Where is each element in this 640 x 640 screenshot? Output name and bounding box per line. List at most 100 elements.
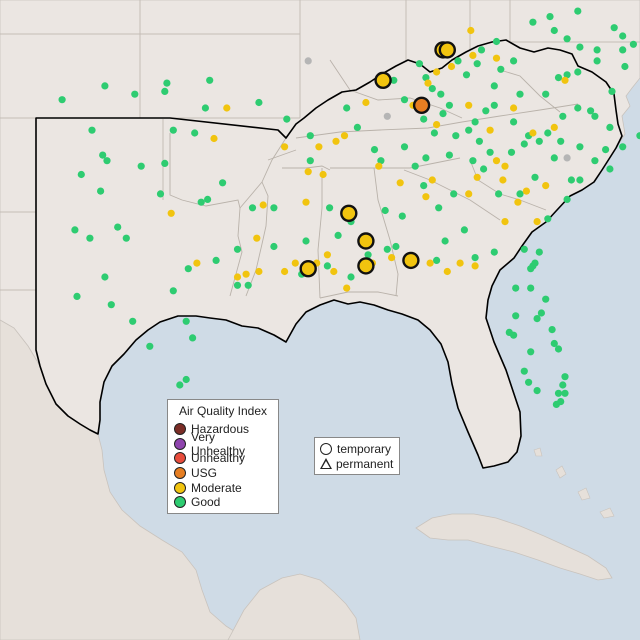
monitor-moderate[interactable]: [332, 137, 340, 145]
monitor-good[interactable]: [509, 57, 518, 65]
monitor-good[interactable]: [114, 223, 122, 231]
monitor-good[interactable]: [71, 226, 79, 234]
monitor-highlight-moderate[interactable]: [374, 71, 392, 90]
monitor-good[interactable]: [182, 317, 190, 325]
monitor-good[interactable]: [270, 242, 278, 251]
monitor-good[interactable]: [533, 387, 541, 395]
monitor-good[interactable]: [156, 190, 165, 198]
monitor-good[interactable]: [381, 206, 389, 215]
monitor-good[interactable]: [608, 87, 616, 95]
monitor-good[interactable]: [334, 231, 342, 239]
monitor-good[interactable]: [131, 90, 139, 98]
monitor-good[interactable]: [326, 204, 334, 212]
monitor-moderate[interactable]: [529, 129, 537, 137]
monitor-good[interactable]: [454, 57, 462, 65]
monitor-moderate[interactable]: [167, 209, 175, 217]
monitor-good[interactable]: [535, 248, 543, 256]
monitor-good[interactable]: [99, 151, 107, 159]
monitor-highlight-usg[interactable]: [412, 96, 431, 115]
monitor-good[interactable]: [302, 237, 310, 245]
monitor-good[interactable]: [77, 170, 85, 179]
monitor-good[interactable]: [554, 389, 563, 397]
monitor-good[interactable]: [525, 378, 533, 386]
monitor-good[interactable]: [383, 245, 391, 253]
monitor-good[interactable]: [465, 126, 473, 134]
monitor-good[interactable]: [548, 326, 556, 334]
monitor-moderate[interactable]: [233, 273, 242, 281]
monitor-good[interactable]: [244, 281, 252, 289]
monitor-moderate[interactable]: [281, 267, 289, 276]
monitor-good[interactable]: [563, 35, 571, 43]
monitor-moderate[interactable]: [550, 123, 558, 131]
monitor-good[interactable]: [550, 26, 558, 35]
monitor-good[interactable]: [486, 148, 494, 156]
monitor-moderate[interactable]: [561, 76, 569, 84]
monitor-good[interactable]: [323, 262, 331, 270]
monitor-good[interactable]: [189, 334, 197, 342]
monitor-moderate[interactable]: [340, 132, 349, 140]
monitor-good[interactable]: [554, 345, 563, 353]
monitor-good[interactable]: [88, 126, 96, 134]
monitor-moderate[interactable]: [319, 170, 327, 179]
monitor-good[interactable]: [561, 373, 569, 381]
monitor-good[interactable]: [462, 71, 471, 79]
monitor-moderate[interactable]: [501, 162, 509, 170]
monitor-good[interactable]: [537, 309, 546, 317]
monitor-good[interactable]: [103, 157, 111, 165]
monitor-good[interactable]: [520, 367, 528, 375]
monitor-good[interactable]: [439, 110, 447, 118]
monitor-good[interactable]: [197, 198, 205, 206]
monitor-good[interactable]: [591, 112, 599, 120]
monitor-good[interactable]: [516, 190, 524, 198]
monitor-moderate[interactable]: [424, 79, 432, 87]
monitor-good[interactable]: [184, 265, 192, 273]
monitor-good[interactable]: [437, 90, 445, 98]
monitor-moderate[interactable]: [315, 143, 323, 151]
monitor-good[interactable]: [233, 245, 242, 253]
monitor-good[interactable]: [619, 46, 627, 54]
monitor-good[interactable]: [559, 112, 567, 120]
monitor-good[interactable]: [546, 13, 554, 21]
monitor-good[interactable]: [527, 348, 535, 356]
monitor-good[interactable]: [475, 137, 483, 145]
monitor-good[interactable]: [445, 101, 453, 109]
monitor-moderate[interactable]: [471, 262, 479, 270]
monitor-highlight-moderate[interactable]: [357, 257, 375, 275]
monitor-good[interactable]: [390, 76, 398, 84]
monitor-good[interactable]: [576, 176, 584, 184]
monitor-good[interactable]: [559, 381, 567, 389]
monitor-highlight-moderate[interactable]: [402, 251, 420, 270]
monitor-good[interactable]: [512, 312, 520, 320]
monitor-moderate[interactable]: [447, 62, 456, 71]
monitor-good[interactable]: [520, 245, 528, 253]
monitor-good[interactable]: [544, 215, 552, 223]
monitor-good[interactable]: [531, 259, 539, 267]
monitor-moderate[interactable]: [362, 98, 370, 107]
monitor-good[interactable]: [204, 195, 212, 203]
monitor-moderate[interactable]: [533, 218, 541, 226]
monitor-moderate[interactable]: [242, 270, 250, 278]
monitor-moderate[interactable]: [486, 126, 494, 134]
monitor-good[interactable]: [531, 173, 539, 181]
monitor-moderate[interactable]: [223, 104, 231, 112]
monitor-good[interactable]: [306, 132, 314, 140]
monitor-good[interactable]: [411, 162, 419, 170]
monitor-good[interactable]: [428, 85, 436, 93]
monitor-good[interactable]: [593, 46, 601, 54]
monitor-moderate[interactable]: [253, 234, 261, 242]
monitor-good[interactable]: [473, 60, 481, 68]
monitor-good[interactable]: [430, 129, 438, 137]
monitor-moderate[interactable]: [492, 54, 501, 62]
monitor-good[interactable]: [435, 204, 443, 212]
monitor-good[interactable]: [206, 76, 214, 84]
monitor-good[interactable]: [460, 226, 468, 234]
monitor-good[interactable]: [574, 104, 582, 112]
monitor-good[interactable]: [176, 381, 184, 389]
monitor-highlight-moderate[interactable]: [340, 204, 358, 223]
monitor-good[interactable]: [169, 287, 177, 295]
monitor-good[interactable]: [561, 389, 569, 397]
monitor-good[interactable]: [400, 96, 409, 104]
monitor-good[interactable]: [490, 82, 498, 90]
monitor-good[interactable]: [542, 295, 550, 303]
